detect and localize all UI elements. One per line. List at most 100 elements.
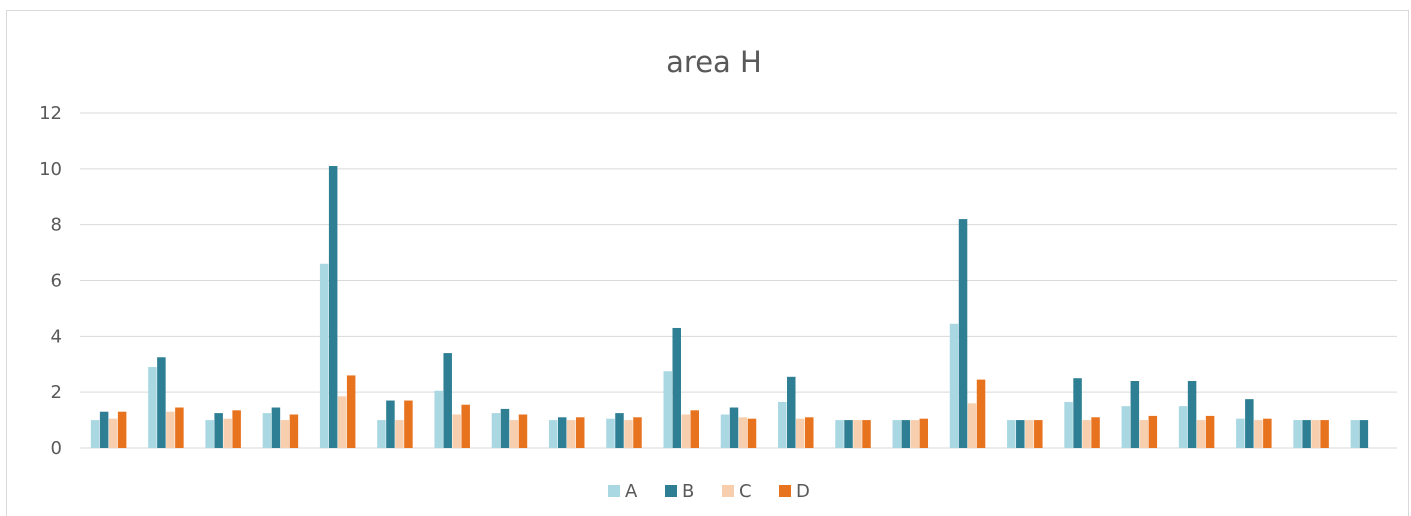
bar-b xyxy=(328,166,338,449)
gridlines xyxy=(80,112,1397,449)
bar-a xyxy=(377,420,386,448)
bar-d xyxy=(919,418,929,448)
y-tick-label: 0 xyxy=(51,438,62,459)
bar-a xyxy=(1064,401,1073,448)
bar-a xyxy=(720,414,730,448)
legend-label-c: C xyxy=(739,481,752,502)
bar-c xyxy=(1025,420,1034,448)
bar-b xyxy=(1359,420,1369,448)
bar-b xyxy=(557,417,567,448)
bar-a xyxy=(491,413,501,448)
chart-title: area H xyxy=(666,45,762,79)
bar-a xyxy=(1007,420,1016,448)
bar-d xyxy=(633,417,642,448)
bar-a xyxy=(205,420,214,448)
bar-c xyxy=(566,420,576,448)
bar-c xyxy=(280,420,290,448)
bar-c xyxy=(509,420,519,448)
bar-b xyxy=(1187,381,1197,448)
legend-swatch-b xyxy=(665,485,677,497)
bar-c xyxy=(395,420,404,448)
bar-b xyxy=(1245,399,1254,448)
bar-b xyxy=(844,420,853,448)
bar-c xyxy=(1082,420,1091,448)
bar-b xyxy=(157,357,166,448)
bar-b xyxy=(99,411,109,448)
bar-d xyxy=(747,418,757,448)
legend-swatch-d xyxy=(779,485,791,497)
bar-a xyxy=(434,390,443,448)
bar-d xyxy=(117,411,127,448)
y-axis-ticks: 0 2 4 6 8 10 12 xyxy=(39,103,62,459)
bar-a xyxy=(148,367,157,448)
bar-c xyxy=(910,420,920,448)
bar-d xyxy=(805,417,814,448)
bar-d xyxy=(690,410,699,448)
bar-b xyxy=(672,327,681,448)
legend-label-b: B xyxy=(682,481,694,502)
legend-label-d: D xyxy=(796,481,810,502)
bar-d xyxy=(289,414,299,448)
bar-b xyxy=(1302,420,1311,448)
y-tick-label: 2 xyxy=(51,382,62,403)
bar-b xyxy=(729,407,739,448)
legend-swatch-a xyxy=(608,485,620,497)
bar-d xyxy=(1091,417,1100,448)
bar-d xyxy=(232,410,241,448)
bar-c xyxy=(681,414,690,448)
bar-d xyxy=(404,400,413,448)
bar-c xyxy=(1196,420,1206,448)
y-tick-label: 12 xyxy=(39,103,62,124)
bar-c xyxy=(967,403,977,448)
bar-c xyxy=(223,418,232,448)
bar-a xyxy=(1236,418,1245,448)
bar-d xyxy=(175,407,184,448)
bar-c xyxy=(1311,420,1320,448)
bar-c xyxy=(1139,420,1149,448)
y-tick-label: 10 xyxy=(39,159,62,180)
bar-c xyxy=(108,418,118,448)
bar-a xyxy=(778,401,787,448)
y-tick-label: 4 xyxy=(51,326,62,347)
bar-d xyxy=(1148,415,1158,448)
bar-c xyxy=(853,420,862,448)
bar-a xyxy=(1293,420,1302,448)
bar-a xyxy=(319,263,329,448)
bar-a xyxy=(1121,406,1131,449)
bar-d xyxy=(518,414,528,448)
legend-label-a: A xyxy=(625,481,638,502)
bar-b xyxy=(958,219,968,448)
bar-d xyxy=(1263,418,1272,448)
bar-d xyxy=(862,420,871,448)
bar-c xyxy=(337,396,347,448)
bar-c xyxy=(624,420,633,448)
bar-a xyxy=(90,420,100,448)
bar-b xyxy=(1016,420,1025,448)
bar-d xyxy=(1320,420,1329,448)
legend-swatch-c xyxy=(722,485,734,497)
bar-a xyxy=(835,420,844,448)
bar-b xyxy=(1130,381,1140,448)
bar-b xyxy=(443,353,452,448)
bar-b xyxy=(271,407,281,448)
bar-b xyxy=(615,413,624,448)
bar-a xyxy=(262,413,272,448)
bar-a xyxy=(548,420,558,448)
bar-b xyxy=(500,408,510,448)
bar-c xyxy=(452,414,461,448)
bar-b xyxy=(386,400,395,448)
bar-c xyxy=(738,417,748,448)
bar-c xyxy=(166,411,175,448)
bar-c xyxy=(796,418,805,448)
bar-a xyxy=(892,420,902,448)
bar-a xyxy=(1178,406,1188,449)
bar-d xyxy=(1034,420,1043,448)
bar-d xyxy=(575,417,585,448)
bar-b xyxy=(214,413,223,448)
bar-d xyxy=(346,375,356,448)
bars xyxy=(90,166,1369,449)
bar-c xyxy=(1254,420,1263,448)
bar-d xyxy=(976,379,986,448)
bar-a xyxy=(1350,420,1360,448)
